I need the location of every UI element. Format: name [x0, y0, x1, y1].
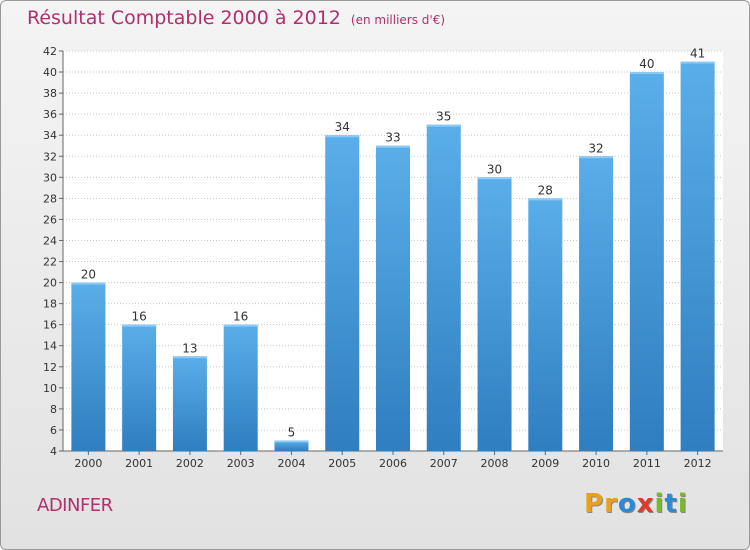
x-tick-label: 2010 [582, 457, 610, 470]
logo-letter: t [664, 489, 678, 519]
y-tick-label: 40 [43, 66, 57, 79]
data-label: 16 [132, 310, 147, 324]
title-text: Résultat Comptable 2000 à 2012 [27, 7, 341, 29]
data-label: 28 [538, 183, 553, 197]
y-tick-label: 42 [43, 45, 57, 58]
y-tick-label: 34 [43, 129, 57, 142]
y-tick-label: 28 [43, 192, 57, 205]
y-tick-label: 26 [43, 213, 57, 226]
bar-highlight [426, 124, 461, 127]
x-tick-label: 2000 [74, 457, 102, 470]
bar [172, 356, 207, 451]
y-tick-label: 18 [43, 298, 57, 311]
bar [325, 135, 360, 452]
y-tick-label: 36 [43, 108, 57, 121]
y-tick-label: 14 [43, 340, 57, 353]
y-tick-label: 10 [43, 382, 57, 395]
y-tick-label: 30 [43, 171, 57, 184]
bar-highlight [223, 324, 258, 327]
logo-letter: o [617, 489, 637, 519]
y-tick-label: 22 [43, 256, 57, 269]
data-label: 16 [233, 310, 248, 324]
bar [223, 324, 258, 451]
bar-highlight [680, 61, 715, 64]
bar [680, 61, 715, 452]
logo-letter: i [654, 489, 665, 519]
bar-highlight [477, 177, 512, 180]
logo-letter: P [584, 489, 605, 519]
y-tick-label: 4 [50, 445, 57, 458]
bar-highlight [122, 324, 157, 327]
data-label: 40 [639, 57, 654, 71]
logo-letter: r [604, 489, 618, 519]
bar [122, 324, 157, 451]
y-tick-label: 8 [50, 403, 57, 416]
bar [426, 124, 461, 452]
x-tick-label: 2005 [328, 457, 356, 470]
data-label: 41 [690, 47, 705, 61]
proxiti-logo: Proxiti [584, 489, 688, 519]
bar [579, 156, 614, 451]
bar-highlight [71, 282, 106, 285]
y-tick-label: 20 [43, 277, 57, 290]
logo-letter: i [677, 489, 688, 519]
bar-highlight [325, 135, 360, 138]
y-tick-label: 16 [43, 319, 57, 332]
x-tick-label: 2004 [277, 457, 305, 470]
x-tick-label: 2011 [633, 457, 661, 470]
y-tick-label: 12 [43, 361, 57, 374]
bar [274, 440, 309, 451]
bar [71, 282, 106, 451]
x-tick-label: 2002 [176, 457, 204, 470]
y-tick-label: 32 [43, 150, 57, 163]
x-tick-label: 2007 [430, 457, 458, 470]
bar [376, 145, 410, 451]
x-tick-label: 2012 [684, 457, 712, 470]
x-tick-label: 2009 [531, 457, 559, 470]
bar [629, 72, 664, 451]
title-unit: (en milliers d'€) [350, 13, 446, 27]
logo-letter: x [636, 489, 655, 519]
x-tick-label: 2003 [227, 457, 255, 470]
bar-highlight [274, 440, 309, 443]
y-tick-label: 6 [50, 424, 57, 437]
chart-title: Résultat Comptable 2000 à 2012 (en millie… [27, 7, 445, 29]
bar-highlight [172, 356, 207, 359]
x-tick-label: 2001 [125, 457, 153, 470]
data-label: 13 [182, 341, 197, 355]
data-label: 35 [436, 110, 451, 124]
x-tick-label: 2006 [379, 457, 407, 470]
bar [528, 198, 563, 451]
data-label: 34 [335, 120, 350, 134]
y-tick-label: 38 [43, 87, 57, 100]
data-label: 20 [81, 268, 96, 282]
x-tick-label: 2008 [481, 457, 509, 470]
data-label: 30 [487, 162, 502, 176]
data-label: 5 [288, 425, 296, 439]
y-tick-label: 24 [43, 234, 57, 247]
commune-name: ADINFER [37, 495, 113, 516]
data-label: 32 [588, 141, 603, 155]
bar [477, 177, 512, 451]
bar-highlight [629, 72, 664, 75]
bar-highlight [528, 198, 563, 201]
data-label: 33 [385, 131, 400, 145]
bar-highlight [579, 156, 614, 159]
bar-highlight [376, 145, 410, 148]
